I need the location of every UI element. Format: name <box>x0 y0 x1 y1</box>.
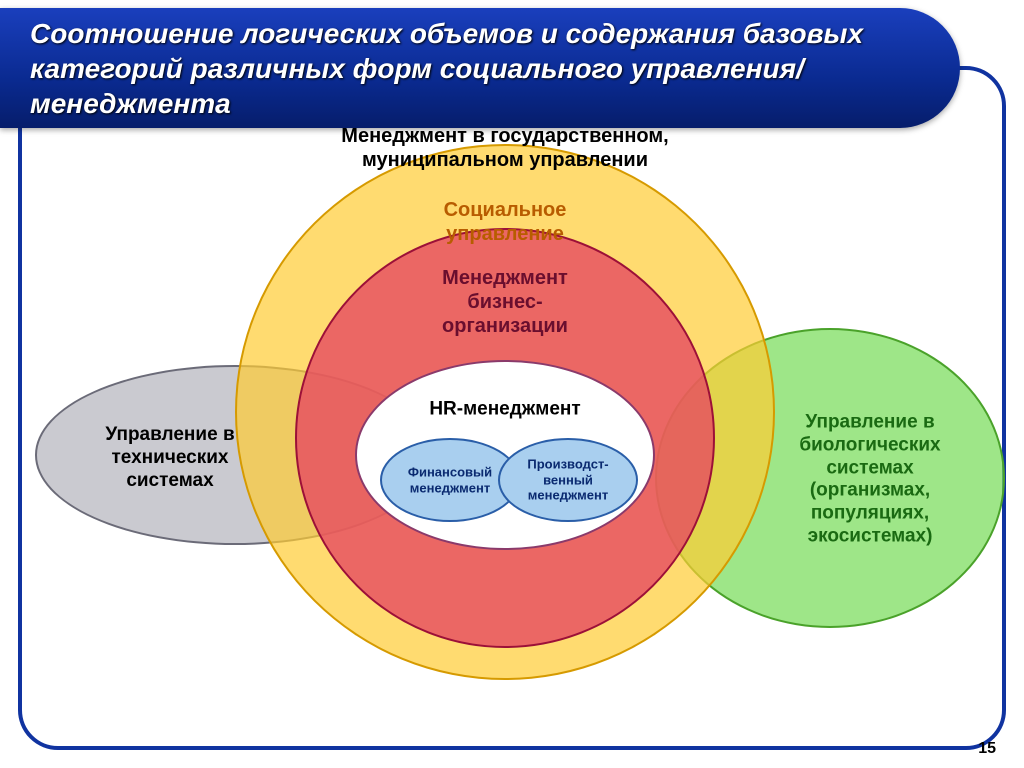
slide: Соотношение логических объемов и содержа… <box>0 0 1024 768</box>
title-bar: Соотношение логических объемов и содержа… <box>0 8 960 128</box>
label-social: Социальное управление <box>444 198 567 246</box>
label-hr: HR-менеджмент <box>429 399 580 422</box>
label-prod: Производст- венный менеджмент <box>527 457 608 504</box>
label-bio: Управление в биологических системах (орг… <box>799 412 940 549</box>
label-gov: Менеджмент в государственном, муниципаль… <box>341 124 668 172</box>
label-fin: Финансовый менеджмент <box>408 464 492 495</box>
label-tech: Управление в технических системах <box>105 424 234 492</box>
page-number: 15 <box>978 740 996 758</box>
venn-diagram: Менеджмент в государственном, муниципаль… <box>22 132 1002 746</box>
slide-title: Соотношение логических объемов и содержа… <box>30 16 930 121</box>
label-business: Менеджмент бизнес- организации <box>442 266 568 338</box>
